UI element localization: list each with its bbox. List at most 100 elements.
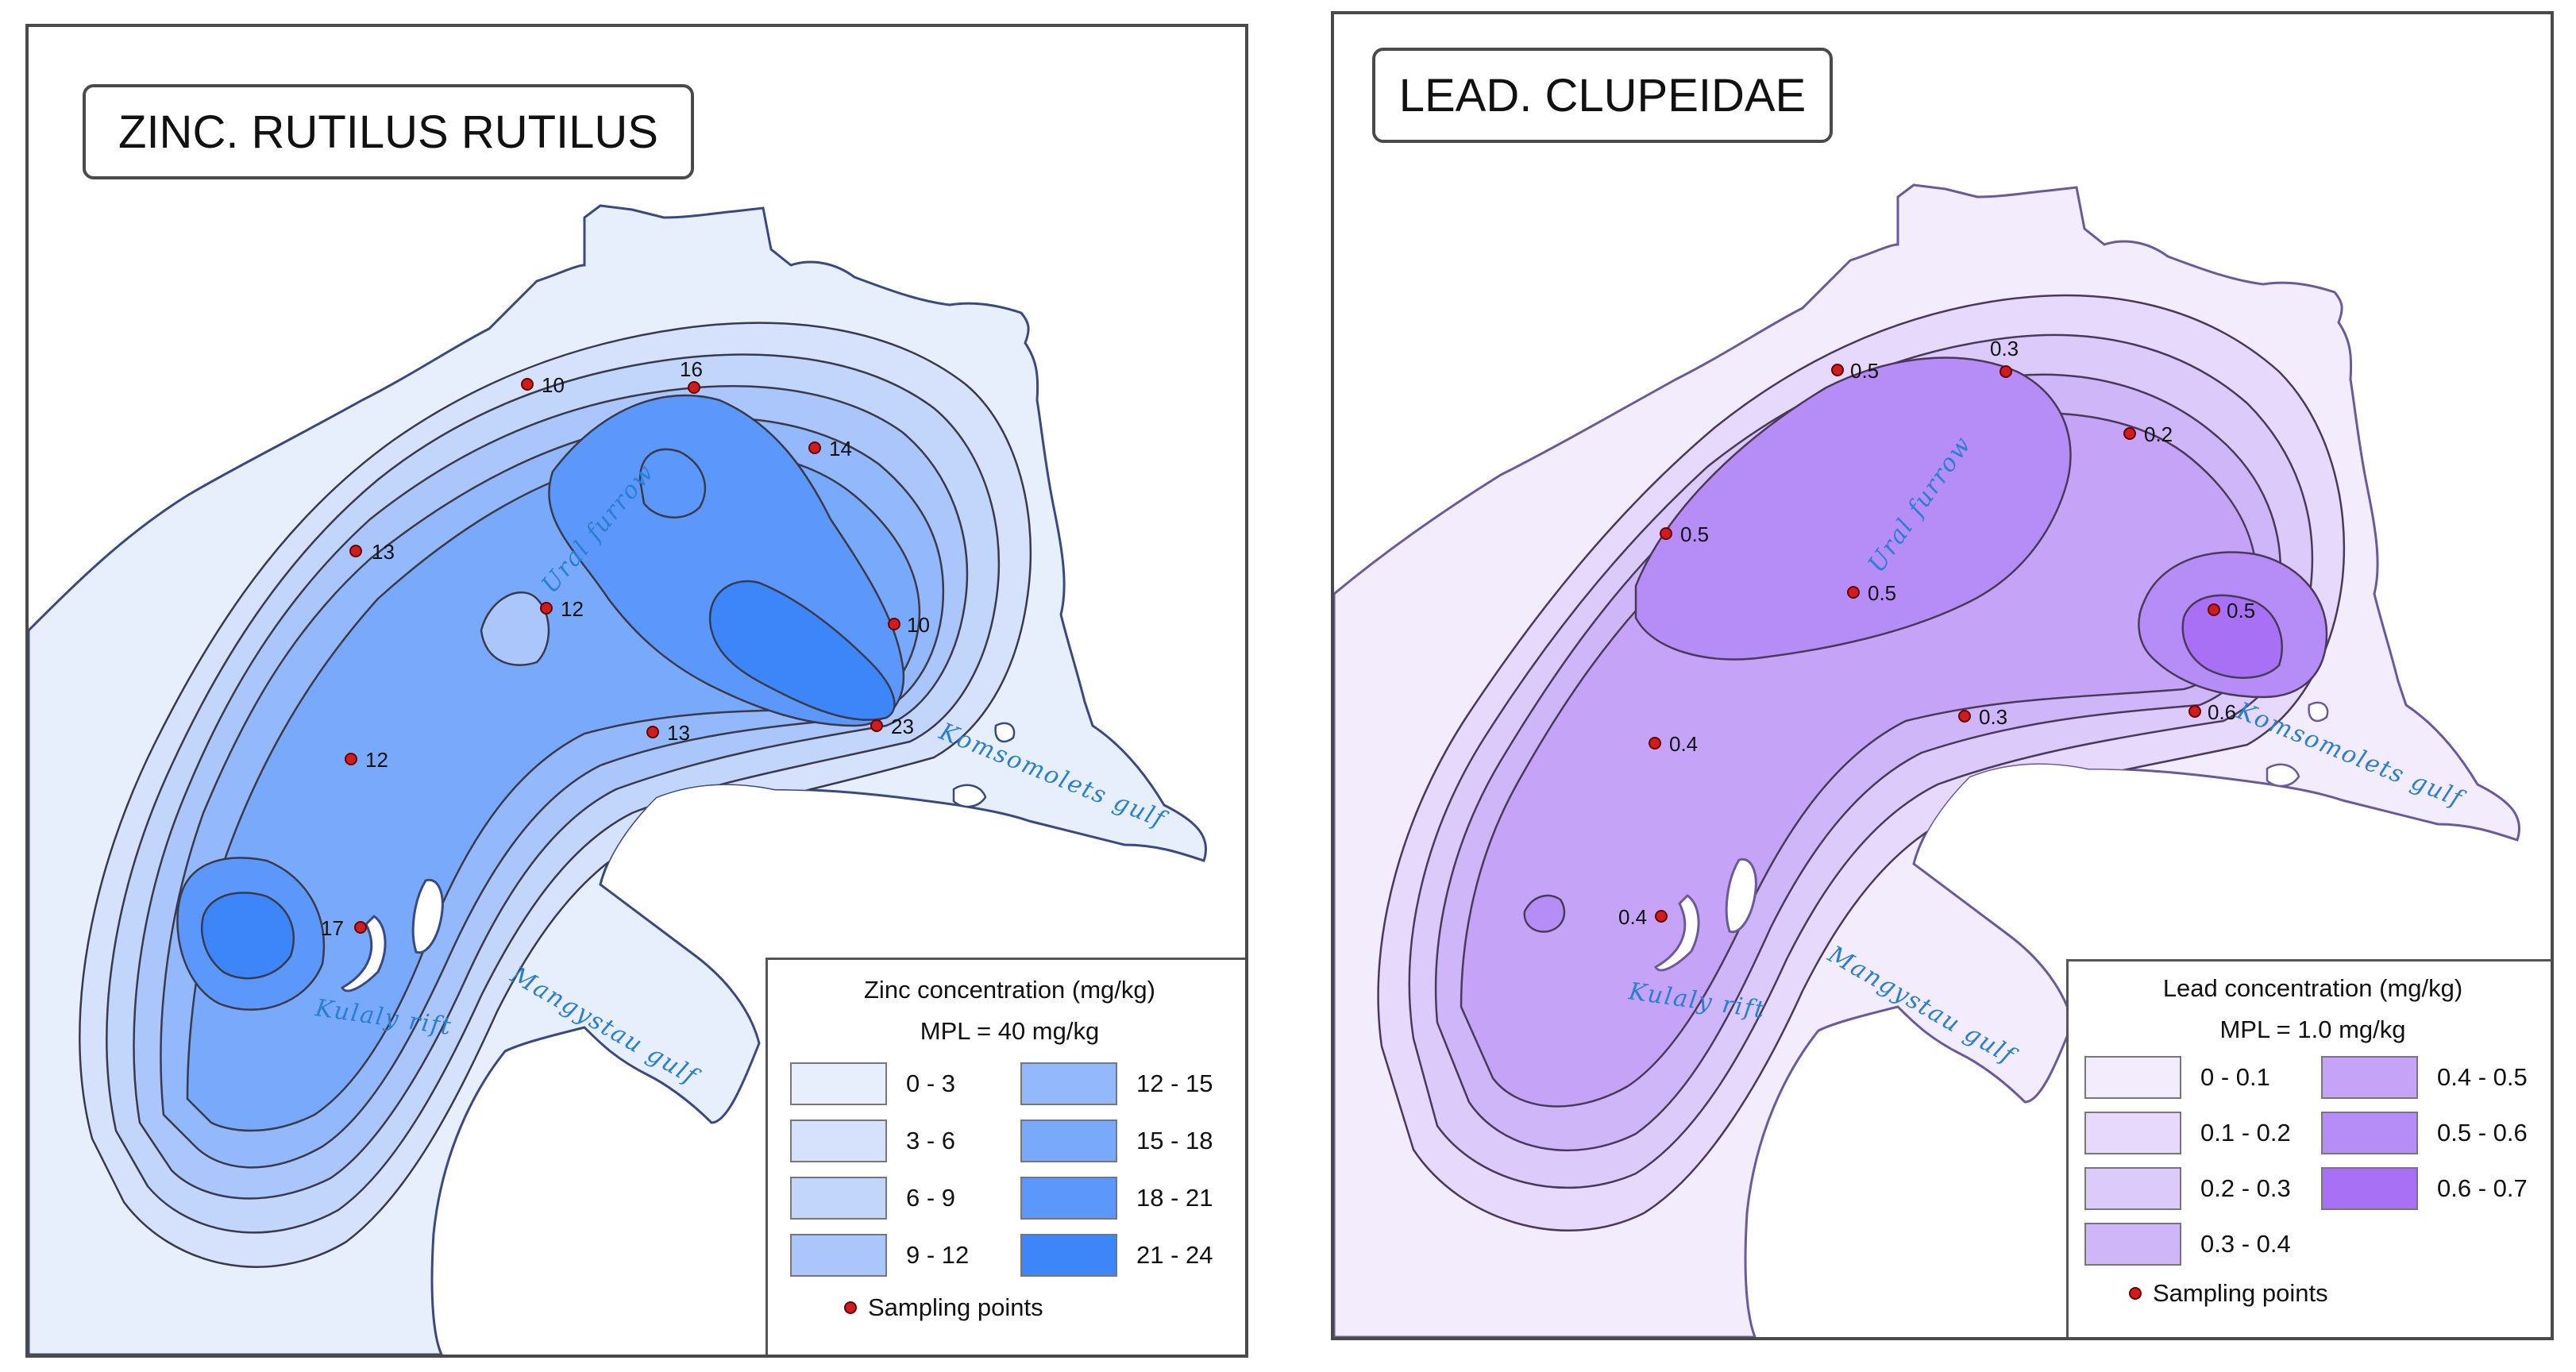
lead-legend-item: 0.6 - 0.7 [2321, 1166, 2528, 1211]
lead-sampling-point [1847, 586, 1860, 599]
kulaly-island-2 [1725, 858, 1757, 934]
lead-sampling-point [1831, 364, 1844, 376]
legend-label: 0 - 3 [906, 1069, 956, 1097]
zinc-sampling-point [521, 378, 534, 391]
legend-label: 15 - 18 [1136, 1127, 1213, 1154]
lead-legend-item: 0 - 0.1 [2084, 1055, 2270, 1100]
lead-legend-sampling: Sampling points [2129, 1279, 2328, 1308]
zinc-legend-item: 21 - 24 [1020, 1233, 1213, 1278]
zinc-sampling-point [870, 719, 883, 732]
legend-label: 18 - 21 [1136, 1184, 1213, 1212]
lead-sampling-point [2188, 705, 2201, 718]
lead-legend-title: Lead concentration (mg/kg) [2162, 974, 2463, 1002]
komsomolets-island-2 [2308, 701, 2329, 723]
kulaly-island [341, 915, 387, 992]
legend-swatch [2084, 1112, 2181, 1154]
lead-point-label: 0.5 [1868, 581, 1896, 605]
zinc-legend-item: 6 - 9 [790, 1176, 955, 1220]
legend-swatch [2084, 1056, 2181, 1099]
zinc-legend-item: 3 - 6 [790, 1119, 955, 1163]
lead-point-label: 0.2 [2144, 422, 2173, 446]
zinc-point-label: 14 [829, 437, 852, 461]
sampling-point-icon [2129, 1287, 2142, 1300]
lead-sampling-point [2208, 603, 2220, 616]
zinc-sampling-point [349, 545, 362, 557]
zinc-point-label: 17 [321, 916, 344, 940]
lead-legend-item: 0.2 - 0.3 [2084, 1166, 2291, 1211]
zinc-legend-mpl: MPL = 40 mg/kg [920, 1017, 1100, 1045]
lead-legend-mpl: MPL = 1.0 mg/kg [2219, 1016, 2406, 1043]
legend-label: 0.5 - 0.6 [2437, 1119, 2528, 1147]
legend-label: 6 - 9 [906, 1184, 956, 1212]
legend-swatch [790, 1120, 887, 1162]
zinc-point-label: 23 [891, 715, 914, 738]
zinc-point-label: 12 [365, 748, 388, 772]
zinc-legend-item: 0 - 3 [790, 1062, 955, 1106]
legend-label: 0 - 0.1 [2200, 1063, 2270, 1091]
legend-label: 0.3 - 0.4 [2200, 1230, 2291, 1258]
zinc-point-label: 13 [667, 721, 690, 745]
legend-swatch [2321, 1112, 2418, 1154]
legend-swatch [790, 1234, 887, 1277]
lead-sampling-point [1999, 365, 2012, 378]
lead-map-panel: Ural furrow Komsomolets gulf Kulaly rift… [1331, 11, 2554, 1340]
legend-swatch [1020, 1120, 1117, 1162]
zinc-sampling-point [354, 921, 367, 934]
sampling-point-icon [844, 1301, 857, 1314]
legend-label: 0.4 - 0.5 [2437, 1063, 2528, 1091]
lead-sampling-point [1660, 527, 1672, 540]
lead-legend-item: 0.3 - 0.4 [2084, 1222, 2291, 1266]
sampling-label: Sampling points [868, 1293, 1043, 1321]
zinc-point-label: 10 [542, 373, 565, 397]
zinc-legend-sampling: Sampling points [844, 1293, 1043, 1322]
zinc-map-panel: Ural furrow Komsomolets gulf Kulaly rift… [25, 24, 1248, 1358]
zinc-sampling-point [646, 726, 659, 738]
lead-sampling-point [2123, 427, 2136, 440]
lead-legend-item: 0.5 - 0.6 [2321, 1111, 2528, 1155]
zinc-sampling-point [688, 381, 700, 394]
legend-swatch [1020, 1062, 1117, 1105]
zinc-sampling-point [540, 602, 553, 615]
lead-point-label: 0.4 [1669, 732, 1698, 756]
lead-point-label: 0.3 [1979, 705, 2007, 729]
zinc-legend-item: 9 - 12 [790, 1233, 969, 1278]
legend-swatch [790, 1177, 887, 1220]
zinc-legend-item: 12 - 15 [1020, 1062, 1213, 1106]
zinc-legend-item: 15 - 18 [1020, 1119, 1213, 1163]
zinc-legend-title: Zinc concentration (mg/kg) [864, 976, 1155, 1004]
legend-label: 12 - 15 [1136, 1069, 1213, 1097]
zinc-sampling-point [808, 441, 821, 454]
zinc-map-title: ZINC. RUTILUS RUTILUS [83, 84, 694, 179]
legend-label: 21 - 24 [1136, 1241, 1213, 1269]
sampling-label: Sampling points [2153, 1279, 2328, 1307]
lead-legend: Lead concentration (mg/kg) MPL = 1.0 mg/… [2066, 959, 2551, 1337]
zinc-point-label: 12 [561, 597, 584, 621]
legend-label: 0.2 - 0.3 [2200, 1174, 2291, 1202]
legend-swatch [1020, 1177, 1117, 1220]
lead-map: Ural furrow Komsomolets gulf Kulaly rift… [1334, 183, 2521, 1337]
legend-label: 3 - 6 [906, 1127, 956, 1154]
zinc-legend: Zinc concentration (mg/kg) MPL = 40 mg/k… [765, 958, 1245, 1355]
kulaly-island [1654, 894, 1700, 972]
legend-label: 9 - 12 [906, 1241, 970, 1269]
lead-point-label: 0.4 [1618, 905, 1647, 929]
lead-map-title: LEAD. CLUPEIDAE [1372, 48, 1833, 143]
lead-point-label: 0.5 [1680, 522, 1709, 546]
lead-sampling-point [1958, 710, 1971, 723]
lead-legend-item: 0.4 - 0.5 [2321, 1055, 2528, 1100]
legend-label: 0.6 - 0.7 [2437, 1174, 2528, 1202]
komsomolets-island [2266, 763, 2300, 788]
legend-swatch [2084, 1223, 2181, 1266]
lead-point-label: 0.5 [1850, 359, 1879, 383]
legend-swatch [790, 1062, 887, 1105]
legend-swatch [2321, 1167, 2418, 1210]
lead-point-label: 0.3 [1990, 337, 2019, 360]
legend-label: 0.1 - 0.2 [2200, 1119, 2291, 1147]
zinc-legend-item: 18 - 21 [1020, 1176, 1213, 1220]
zinc-sampling-point [345, 753, 357, 765]
zinc-point-label: 16 [680, 357, 703, 381]
komsomolets-island [952, 784, 987, 808]
zinc-map: Ural furrow Komsomolets gulf Kulaly rift… [29, 204, 1208, 1355]
lead-sampling-point [1655, 910, 1668, 923]
kulaly-island-2 [411, 878, 444, 954]
